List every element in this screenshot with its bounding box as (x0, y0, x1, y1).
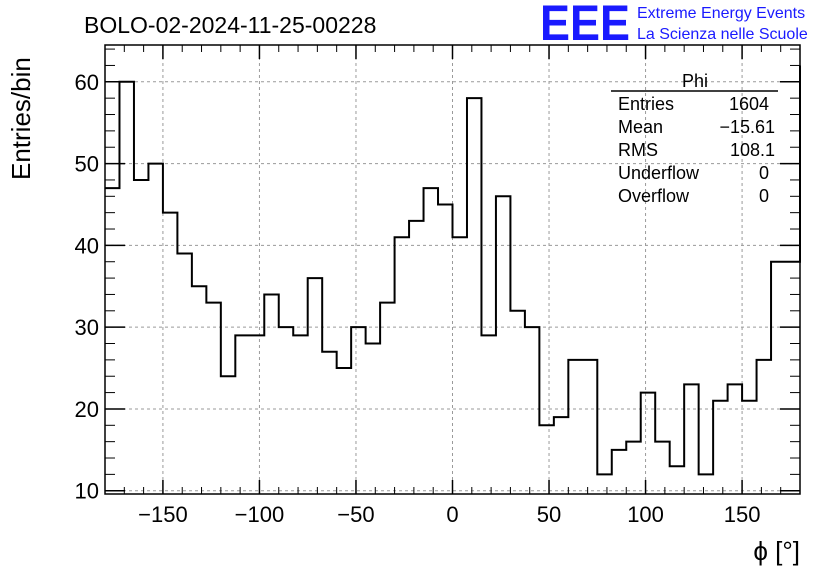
x-tick-label: −150 (138, 502, 188, 527)
axis-ticks (104, 45, 801, 494)
stats-label-underflow: Underflow (618, 163, 700, 183)
eee-logo: EEE Extreme Energy Events La Scienza nel… (540, 0, 808, 51)
x-tick-label: −100 (235, 502, 285, 527)
y-tick-label: 50 (75, 152, 99, 177)
x-axis-label: ϕ [°] (753, 536, 800, 566)
x-tick-label: 50 (537, 502, 561, 527)
stats-label-entries: Entries (618, 94, 674, 114)
x-tick-label: 0 (446, 502, 458, 527)
y-tick-label: 60 (75, 70, 99, 95)
stats-value-overflow: 0 (759, 186, 769, 206)
logo-line-1: Extreme Energy Events (637, 5, 805, 22)
stats-label-rms: RMS (618, 140, 658, 160)
y-tick-label: 20 (75, 397, 99, 422)
x-tick-label: 100 (627, 502, 664, 527)
grid-lines (105, 45, 800, 494)
logo-mark: EEE (540, 0, 630, 51)
y-axis-label: Entries/bin (6, 57, 36, 180)
stats-box-name: Phi (682, 71, 708, 91)
stats-value-entries: 1604 (729, 94, 769, 114)
stats-value-underflow: 0 (759, 163, 769, 183)
stats-value-mean: −15.61 (719, 117, 775, 137)
stats-label-mean: Mean (618, 117, 663, 137)
x-tick-label: −50 (337, 502, 374, 527)
stats-value-rms: 108.1 (730, 140, 775, 160)
y-tick-label: 40 (75, 233, 99, 258)
tick-labels: −150 −100 −50 0 50 100 150 10 20 30 40 50 60 (75, 70, 761, 527)
x-tick-label: 150 (724, 502, 761, 527)
stats-box: Phi Entries 1604 Mean −15.61 RMS 108.1 U… (611, 71, 778, 206)
stats-label-overflow: Overflow (618, 186, 690, 206)
y-tick-label: 10 (75, 479, 99, 504)
histogram-series (105, 65, 801, 476)
y-tick-label: 30 (75, 315, 99, 340)
logo-line-2: La Scienza nelle Scuole (637, 26, 808, 43)
chart-title: BOLO-02-2024-11-25-00228 (84, 12, 376, 38)
